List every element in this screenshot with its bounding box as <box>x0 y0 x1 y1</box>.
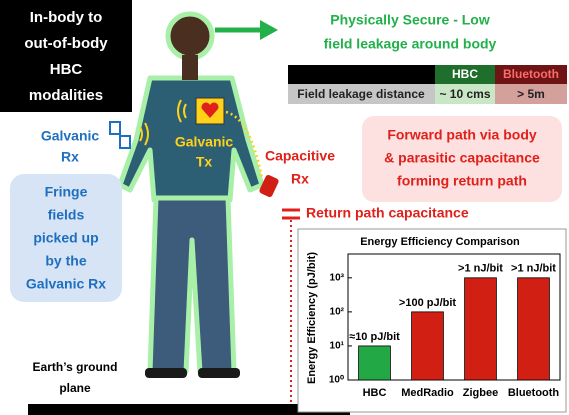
fringe-text: picked up <box>33 230 98 246</box>
heart-icon <box>201 102 219 118</box>
table-header-cell <box>288 65 435 84</box>
forward-path-text: Forward path via body <box>387 127 537 143</box>
modalities-text: modalities <box>29 87 103 104</box>
rx-label: Rx <box>61 149 79 165</box>
y-tick-label: 10² <box>330 307 345 318</box>
table-header: Bluetooth <box>503 67 559 81</box>
x-tick-label: Zigbee <box>463 387 498 399</box>
value-label: >1 nJ/bit <box>511 263 556 275</box>
forward-path-text: forming return path <box>397 173 527 189</box>
y-axis-label: Energy Efficiency (pJ/bit) <box>306 252 318 384</box>
x-tick-label: Bluetooth <box>508 387 560 399</box>
arrow-head <box>260 20 278 40</box>
bar <box>358 345 391 381</box>
modalities-text: HBC <box>50 61 83 78</box>
value-label: ≈10 pJ/bit <box>349 331 400 343</box>
table-cell <box>495 84 567 104</box>
bar <box>464 277 497 381</box>
modalities-text: In-body to <box>30 9 102 26</box>
table-header: HBC <box>452 67 478 81</box>
ground-label: plane <box>59 381 91 395</box>
return-path-label: Return path capacitance <box>306 205 469 221</box>
table-text: ~ 10 cms <box>439 87 490 101</box>
table-header-cell <box>495 65 567 84</box>
table-text: > 5m <box>517 87 545 101</box>
modalities-text: out-of-body <box>24 35 108 52</box>
bar <box>517 277 550 381</box>
shoe <box>198 368 240 378</box>
rx-label: Galvanic <box>41 128 100 144</box>
table-cell <box>288 84 435 104</box>
bar <box>411 311 444 381</box>
fringe-box <box>10 174 122 302</box>
capacitive-label: Rx <box>291 171 309 187</box>
table-header-cell <box>435 65 495 84</box>
ground-plane <box>28 404 350 415</box>
tx-label: Galvanic <box>175 134 234 150</box>
secure-text: field leakage around body <box>324 36 497 52</box>
table-cell <box>435 84 495 104</box>
signal-icon <box>177 99 187 123</box>
secure-text: Physically Secure - Low <box>330 12 490 28</box>
fringe-text: fields <box>48 207 85 223</box>
y-tick-label: 10¹ <box>330 341 345 352</box>
neck <box>182 55 198 80</box>
tx-label: Tx <box>196 154 213 170</box>
forward-path-box <box>362 116 562 202</box>
forward-path-text: & parasitic capacitance <box>384 150 540 166</box>
rx-electrode <box>119 135 131 149</box>
plot-area <box>347 253 561 381</box>
signal-path <box>225 110 264 179</box>
y-tick-label: 10⁰ <box>329 375 344 386</box>
x-tick-label: HBC <box>363 387 387 399</box>
value-label: >100 pJ/bit <box>399 297 457 309</box>
fringe-text: by the <box>45 253 86 269</box>
y-tick-label: 10³ <box>330 272 345 283</box>
capacitive-device <box>259 174 279 198</box>
fringe-text: Galvanic Rx <box>26 276 106 292</box>
chart-title: Energy Efficiency Comparison <box>360 236 520 248</box>
fringe-text: Fringe <box>45 184 88 200</box>
x-tick-label: MedRadio <box>401 387 454 399</box>
value-label: >1 nJ/bit <box>458 263 503 275</box>
signal-icon <box>139 122 149 146</box>
table-text: Field leakage distance <box>297 87 425 101</box>
rx-electrode <box>109 121 121 135</box>
modalities-box <box>0 0 132 112</box>
ground-label: Earth’s ground <box>33 360 118 374</box>
capacitive-label: Capacitive <box>265 148 335 164</box>
chart: 10⁰ 10¹ 10² 10³ HBC ≈10 pJ/bit MedRadio >100 pJ… <box>329 253 561 399</box>
shoe <box>145 368 187 378</box>
